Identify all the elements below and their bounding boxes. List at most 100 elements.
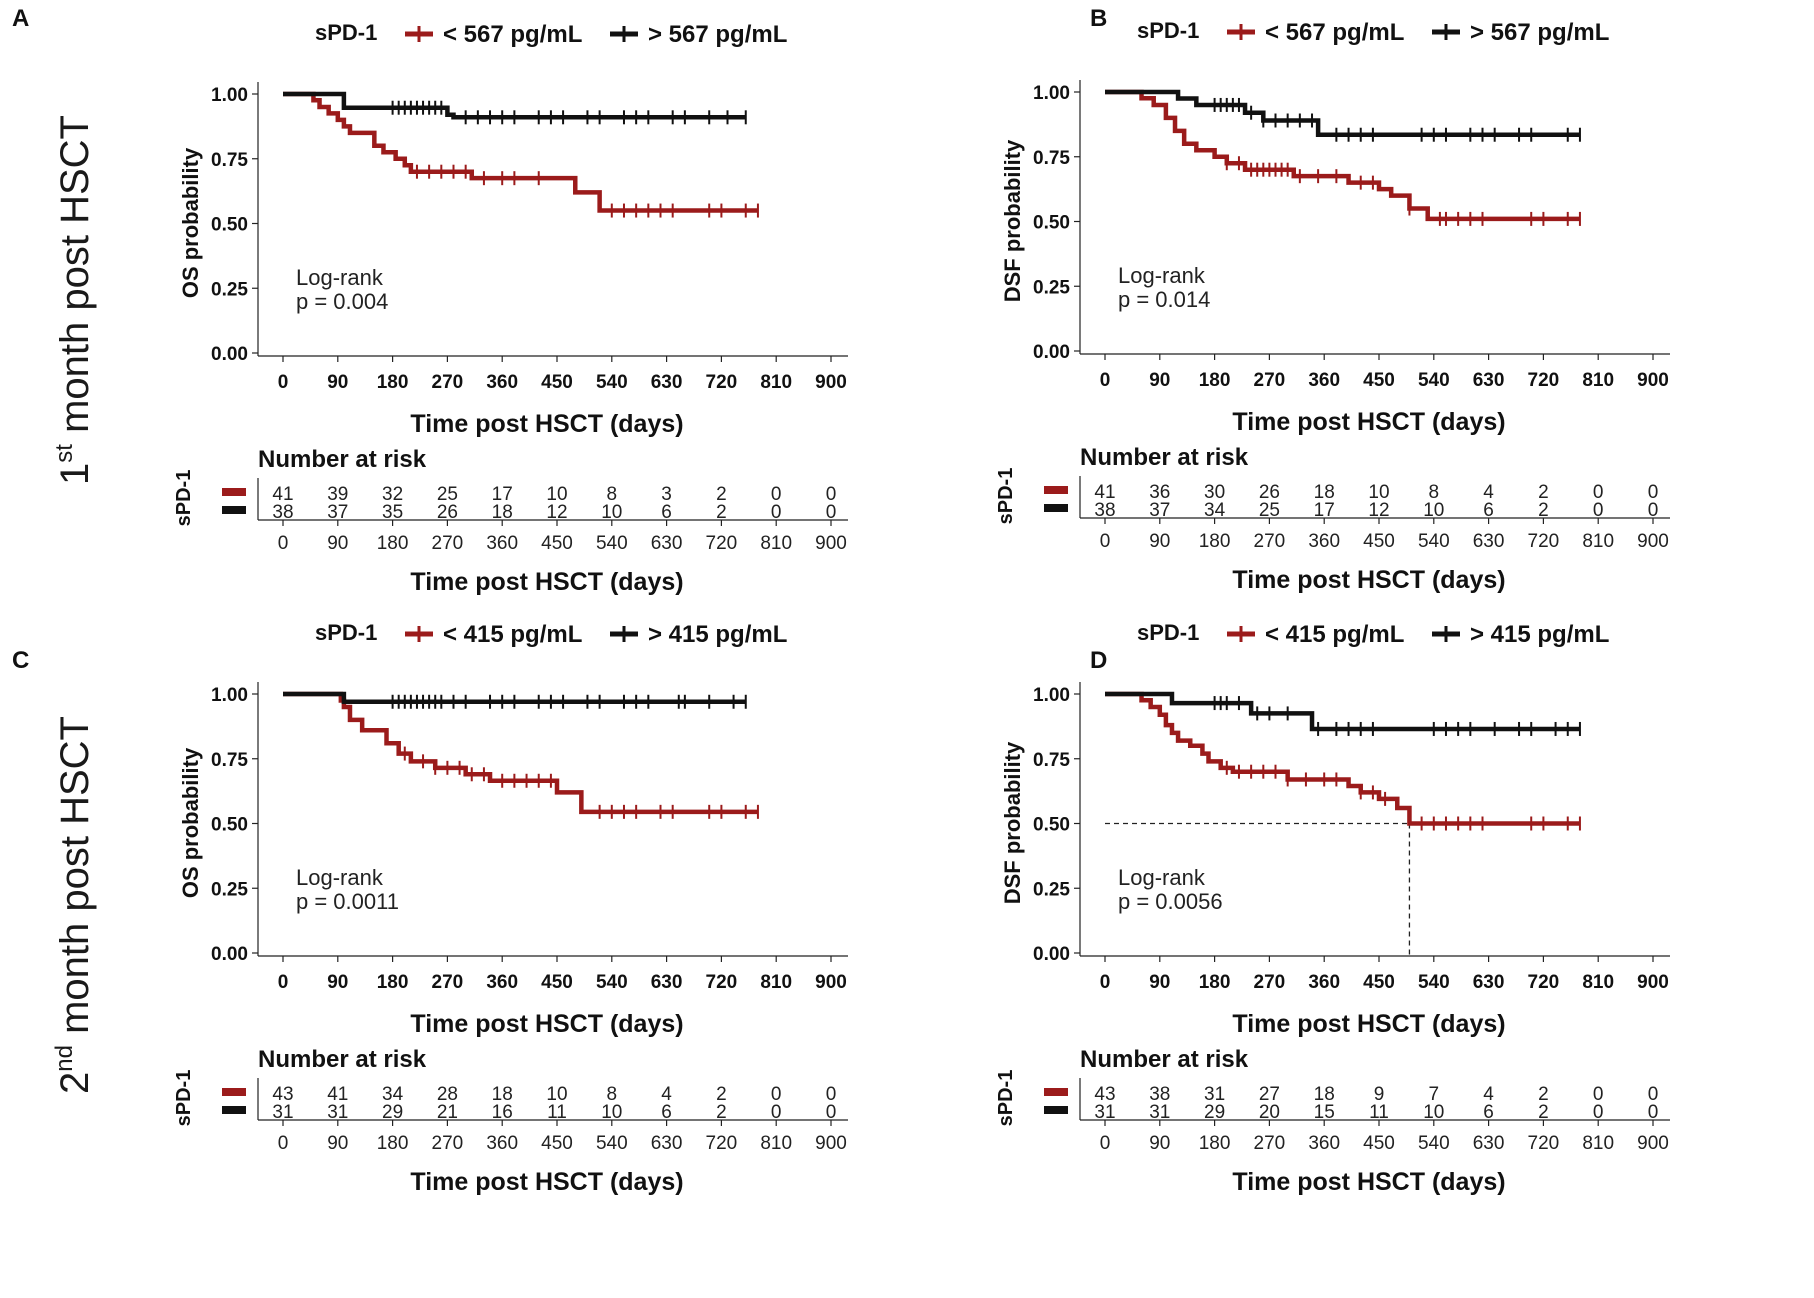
x-tick-label: 810 [760, 372, 792, 393]
risk-count: 28 [437, 1084, 458, 1105]
x-tick-label: 0 [278, 972, 289, 993]
x-tick-label: 180 [377, 972, 409, 993]
risk-count: 6 [1483, 1102, 1494, 1123]
risk-count: 10 [1368, 482, 1389, 503]
risk-x-tick-label: 900 [815, 533, 847, 554]
risk-x-tick-label: 450 [541, 1133, 573, 1154]
risk-row-swatch-0 [222, 1088, 246, 1096]
risk-x-axis-label: Time post HSCT (days) [1232, 1168, 1505, 1196]
panel-letter: A [12, 5, 29, 32]
risk-count: 29 [382, 1102, 403, 1123]
x-axis-label: Time post HSCT (days) [410, 410, 683, 438]
risk-table-title: Number at risk [1080, 1046, 1249, 1073]
risk-count: 0 [1648, 1102, 1659, 1123]
x-tick-label: 270 [1254, 972, 1286, 993]
risk-count: 2 [1538, 482, 1549, 503]
x-tick-label: 900 [1637, 972, 1669, 993]
legend-label-1: > 567 pg/mL [648, 21, 787, 48]
risk-x-tick-label: 360 [1308, 1133, 1340, 1154]
svg-text:1st month post HSCT: 1st month post HSCT [51, 115, 97, 485]
km-curve-1 [283, 691, 746, 705]
risk-table-label: sPD-1 [995, 1070, 1017, 1127]
logrank-label: Log-rank [1118, 865, 1206, 890]
risk-x-tick-label: 0 [1100, 531, 1111, 552]
risk-count: 31 [1149, 1102, 1170, 1123]
risk-count: 27 [1259, 1084, 1280, 1105]
risk-count: 11 [547, 1102, 567, 1123]
risk-x-tick-label: 900 [815, 1133, 847, 1154]
risk-count: 41 [327, 1084, 348, 1105]
km-curve-0 [283, 691, 758, 815]
risk-count: 0 [826, 502, 837, 523]
x-tick-label: 270 [432, 972, 464, 993]
risk-count: 10 [601, 1102, 622, 1123]
risk-x-tick-label: 900 [1637, 1133, 1669, 1154]
y-tick-label: 0.75 [211, 750, 248, 771]
risk-count: 2 [716, 502, 727, 523]
risk-x-tick-label: 450 [1363, 531, 1395, 552]
legend-title: sPD-1 [315, 20, 377, 45]
x-tick-label: 360 [1308, 972, 1340, 993]
risk-x-tick-label: 630 [1473, 1133, 1505, 1154]
risk-x-tick-label: 0 [1100, 1133, 1111, 1154]
row-label-2: 2nd month post HSCT [51, 716, 97, 1094]
risk-x-tick-label: 90 [1149, 531, 1170, 552]
x-axis-label: Time post HSCT (days) [1232, 1010, 1505, 1038]
y-tick-label: 0.50 [211, 815, 248, 836]
risk-table-title: Number at risk [1080, 444, 1249, 471]
panel-letter: B [1090, 5, 1107, 32]
y-tick-label: 0.25 [1033, 879, 1070, 900]
row-label-1: 1st month post HSCT [51, 115, 97, 485]
legend: sPD-1 < 567 pg/mL > 567 pg/mL [315, 20, 787, 48]
risk-count: 30 [1204, 482, 1225, 503]
risk-x-axis-label: Time post HSCT (days) [410, 1168, 683, 1196]
risk-x-tick-label: 270 [432, 533, 464, 554]
risk-count: 0 [1593, 1102, 1604, 1123]
risk-count: 2 [716, 484, 727, 505]
risk-count: 2 [1538, 1102, 1549, 1123]
risk-x-tick-label: 630 [651, 1133, 683, 1154]
svg-text:2nd month post HSCT: 2nd month post HSCT [51, 716, 97, 1094]
risk-table-label: sPD-1 [173, 1070, 195, 1127]
risk-table-title: Number at risk [258, 446, 427, 473]
x-tick-label: 360 [486, 372, 518, 393]
risk-count: 0 [1648, 1084, 1659, 1105]
risk-count: 0 [1648, 500, 1659, 521]
risk-table-title: Number at risk [258, 1046, 427, 1073]
risk-count: 2 [1538, 500, 1549, 521]
risk-count: 10 [546, 484, 567, 505]
risk-count: 18 [492, 1084, 513, 1105]
risk-count: 41 [1094, 482, 1115, 503]
logrank-label: Log-rank [296, 865, 384, 890]
risk-count: 0 [771, 1084, 782, 1105]
risk-count: 31 [1094, 1102, 1115, 1123]
risk-count: 9 [1374, 1084, 1385, 1105]
risk-count: 2 [1538, 1084, 1549, 1105]
risk-x-tick-label: 180 [1199, 531, 1231, 552]
risk-count: 0 [1648, 482, 1659, 503]
risk-count: 4 [661, 1084, 672, 1105]
risk-count: 17 [1314, 500, 1335, 521]
risk-x-tick-label: 810 [760, 1133, 792, 1154]
risk-count: 25 [1259, 500, 1280, 521]
risk-count: 2 [716, 1102, 727, 1123]
x-tick-label: 270 [1254, 370, 1286, 391]
x-tick-label: 630 [1473, 370, 1505, 391]
risk-count: 6 [1483, 500, 1494, 521]
risk-row-swatch-0 [1044, 1088, 1068, 1096]
risk-count: 0 [826, 1102, 837, 1123]
x-tick-label: 450 [1363, 370, 1395, 391]
y-axis-label: OS probability [178, 747, 203, 898]
risk-count: 0 [771, 502, 782, 523]
y-tick-label: 0.25 [211, 879, 248, 900]
x-tick-label: 180 [1199, 370, 1231, 391]
risk-count: 37 [1149, 500, 1170, 521]
risk-table-label: sPD-1 [995, 468, 1017, 525]
legend-title: sPD-1 [1137, 18, 1199, 43]
risk-count: 10 [1423, 500, 1444, 521]
x-tick-label: 630 [651, 372, 683, 393]
risk-x-axis-label: Time post HSCT (days) [410, 568, 683, 596]
x-tick-label: 720 [706, 372, 738, 393]
risk-count: 26 [1259, 482, 1280, 503]
